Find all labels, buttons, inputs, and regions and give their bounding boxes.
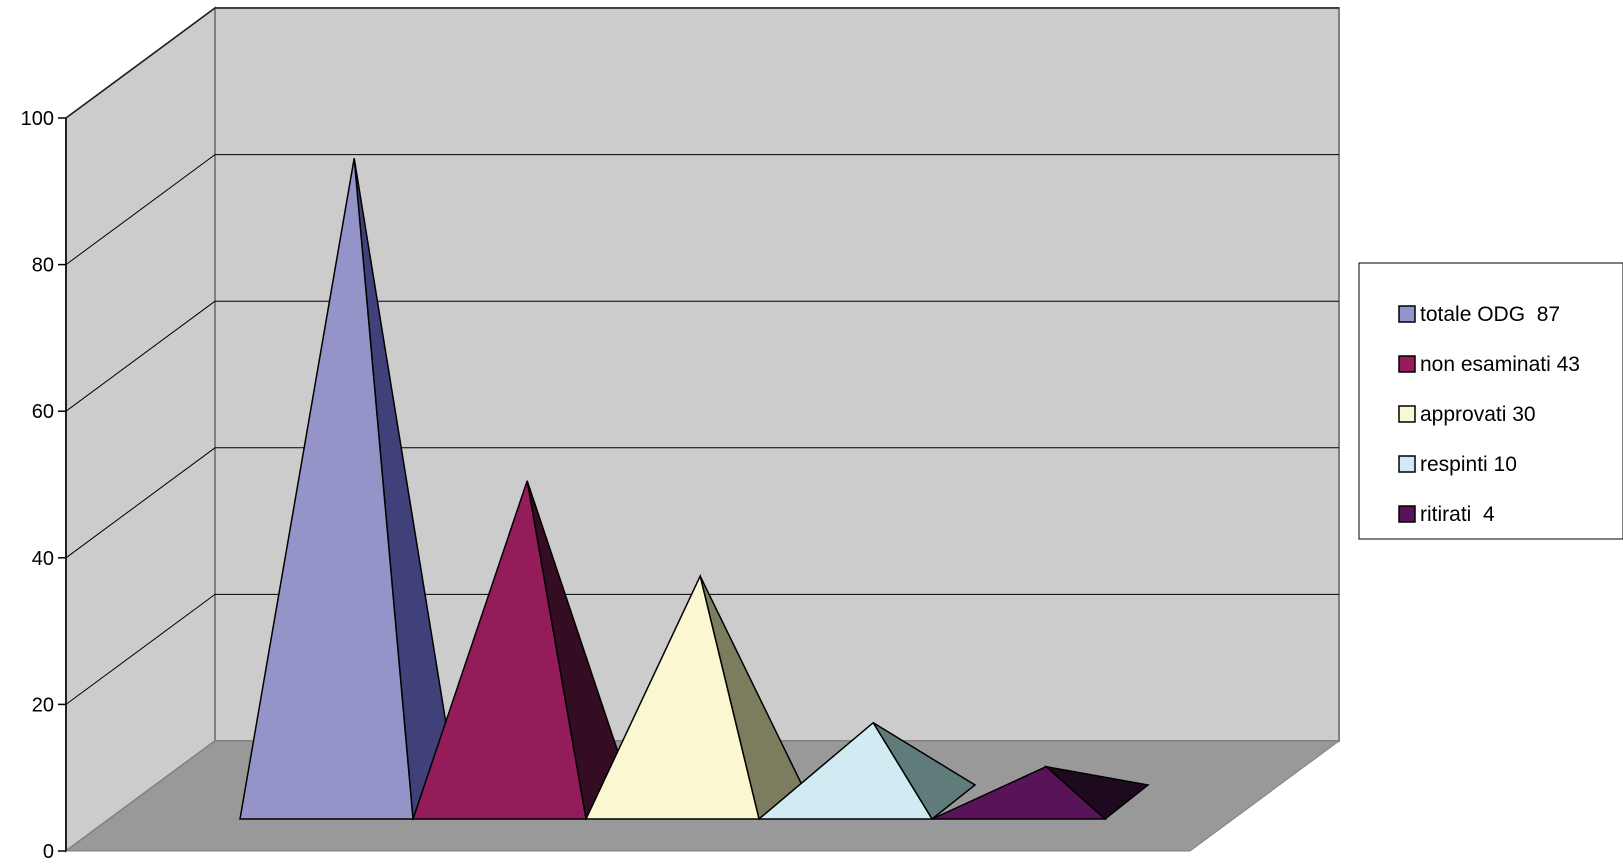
legend-label: respinti 10 — [1420, 453, 1517, 476]
legend-swatch — [1398, 455, 1416, 473]
legend-label: non esaminati 43 — [1420, 353, 1580, 376]
legend-label: approvati 30 — [1420, 403, 1536, 426]
y-tick-label: 20 — [32, 694, 54, 716]
pyramid-front-face — [756, 721, 934, 820]
y-tick-label: 40 — [32, 548, 54, 570]
y-axis: 0 20 40 60 80 100 — [21, 108, 67, 863]
pyramid-bar — [756, 721, 977, 821]
pyramids — [239, 158, 1150, 821]
legend-swatch — [1398, 405, 1416, 423]
y-tick-label: 0 — [43, 841, 54, 863]
legend: totale ODG 87 non esaminati 43 approvati 3… — [1358, 262, 1623, 540]
legend-swatch — [1398, 355, 1416, 373]
side-wall — [65, 6, 216, 853]
pyramid-bar — [239, 158, 457, 821]
gridline-depth — [65, 154, 216, 266]
legend-swatch — [1398, 305, 1416, 323]
legend-label: ritirati 4 — [1420, 503, 1495, 526]
pyramid-bar — [584, 573, 803, 821]
pyramid-front-face — [239, 158, 414, 820]
legend-label: totale ODG 87 — [1420, 303, 1560, 326]
y-tick-label: 60 — [32, 401, 54, 423]
pyramid-bar — [931, 765, 1150, 820]
gridline-depth — [65, 593, 216, 705]
legend-swatch — [1398, 505, 1416, 523]
y-tick-label: 80 — [32, 255, 54, 277]
pyramid-front-face — [584, 573, 760, 820]
y-tick-label: 100 — [21, 108, 54, 130]
pyramid-front-face — [931, 765, 1107, 820]
pyramid-bar — [411, 480, 630, 821]
gridline-depth — [65, 447, 216, 559]
gridline-depth — [65, 300, 216, 412]
gridlines — [65, 7, 1339, 705]
gridline-depth — [65, 7, 216, 119]
pyramid-front-face — [411, 480, 587, 820]
